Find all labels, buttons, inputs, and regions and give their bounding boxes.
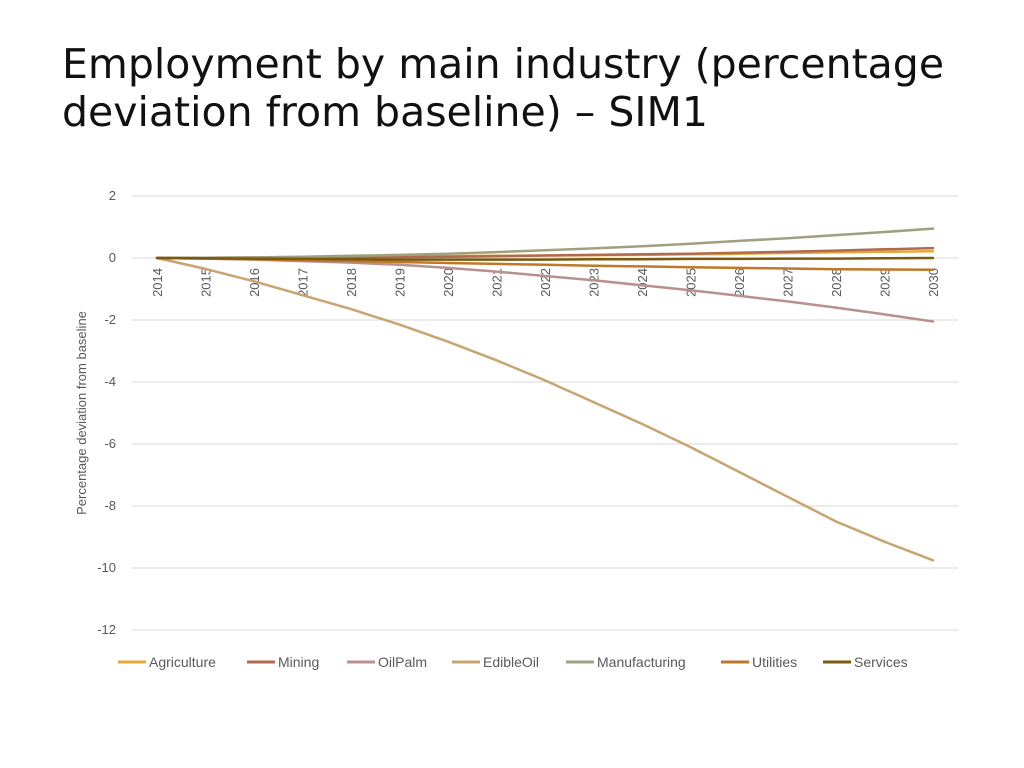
series-line-edibleoil: [155, 256, 935, 562]
series-line-services: [155, 256, 935, 261]
y-axis-title: Percentage deviation from baseline: [74, 311, 89, 515]
y-tick-label: -8: [104, 498, 116, 513]
y-tick-label: -4: [104, 374, 116, 389]
x-tick-labels: 2014 2015 2016 2017 2018 2019 2020 2021 2022 2023…: [150, 268, 941, 297]
y-tick-label: -12: [97, 622, 116, 637]
series-line-manufacturing: [155, 227, 935, 260]
y-tick-label: -10: [97, 560, 116, 575]
slide-title-line-1: Employment by main industry (percentage: [62, 40, 945, 88]
x-tick-label: 2030: [926, 268, 941, 297]
legend-label: Mining: [278, 654, 319, 670]
y-tick-label: 2: [109, 188, 116, 203]
legend-label: OilPalm: [378, 654, 427, 670]
y-tick-label: 0: [109, 250, 116, 265]
x-tick-label: 2025: [684, 268, 699, 297]
x-tick-label: 2027: [781, 268, 796, 297]
x-tick-label: 2019: [393, 268, 408, 297]
x-tick-label: 2014: [150, 268, 165, 297]
x-tick-label: 2021: [490, 268, 505, 297]
slide-title-line-2: deviation from baseline) – SIM1: [62, 88, 708, 136]
x-tick-label: 2023: [587, 268, 602, 297]
x-tick-label: 2020: [441, 268, 456, 297]
gridlines: [132, 195, 958, 631]
legend-label: EdibleOil: [483, 654, 539, 670]
x-tick-label: 2022: [538, 268, 553, 297]
legend-label: Agriculture: [149, 654, 216, 670]
y-tick-labels: 2 0 -2 -4 -6 -8 -10 -12: [97, 188, 116, 637]
legend-label: Manufacturing: [597, 654, 686, 670]
legend-label: Utilities: [752, 654, 797, 670]
x-tick-label: 2015: [199, 268, 214, 297]
x-tick-label: 2029: [878, 268, 893, 297]
x-tick-label: 2024: [635, 268, 650, 297]
x-tick-label: 2017: [296, 268, 311, 297]
x-tick-label: 2018: [344, 268, 359, 297]
y-tick-label: -2: [104, 312, 116, 327]
y-tick-label: -6: [104, 436, 116, 451]
slide-title: Employment by main industry (percentage …: [62, 40, 1002, 136]
series-lines: [155, 227, 935, 562]
x-tick-label: 2026: [732, 268, 747, 297]
legend-label: Services: [854, 654, 908, 670]
x-tick-label: 2028: [829, 268, 844, 297]
legend: Agriculture Mining OilPalm EdibleOil Manufac…: [118, 654, 908, 670]
